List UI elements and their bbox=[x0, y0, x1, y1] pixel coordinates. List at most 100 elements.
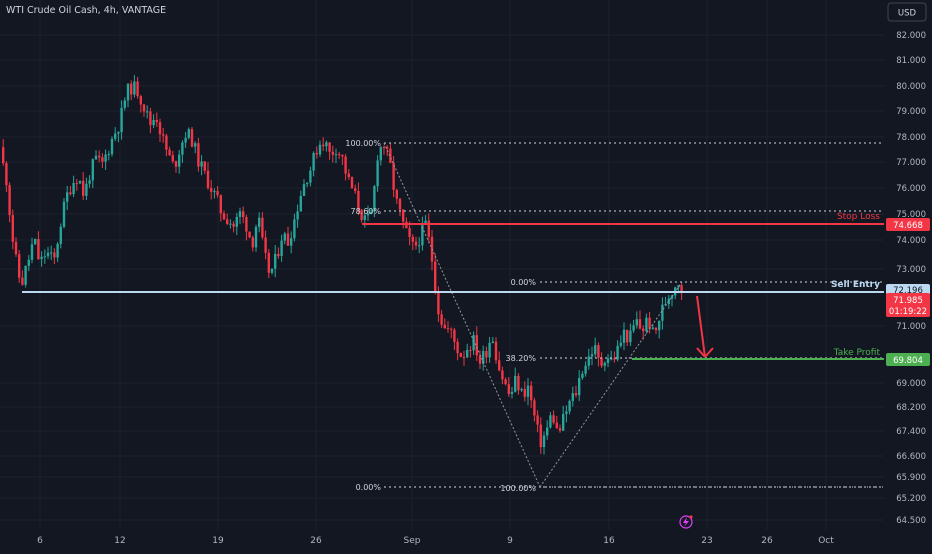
candle-body bbox=[312, 153, 315, 171]
candle-body bbox=[338, 154, 341, 156]
candle-body bbox=[363, 215, 366, 221]
y-tick-label: 80.000 bbox=[896, 82, 926, 92]
fib1-label-100: 100.00% bbox=[345, 139, 381, 148]
candle-body bbox=[328, 142, 331, 152]
candle-body bbox=[389, 148, 392, 163]
candle-body bbox=[91, 159, 94, 181]
candle-body bbox=[386, 147, 389, 149]
candle-body bbox=[398, 198, 402, 210]
x-tick-label: Oct bbox=[818, 536, 834, 546]
candle-body bbox=[510, 391, 514, 394]
candle-body bbox=[366, 213, 370, 216]
candle-body bbox=[293, 219, 296, 239]
candle-body bbox=[158, 122, 162, 135]
candle-body bbox=[392, 162, 395, 190]
candle-body bbox=[456, 341, 459, 354]
currency-button[interactable]: USD bbox=[887, 2, 927, 22]
take-profit-price: 69.804 bbox=[893, 356, 923, 366]
candle-body bbox=[235, 216, 238, 227]
y-tick-label: 66.600 bbox=[896, 452, 926, 462]
candle-body bbox=[126, 83, 130, 101]
lightning-icon[interactable] bbox=[679, 515, 693, 529]
price-axis[interactable]: 82.000 81.000 80.000 79.000 78.000 77.000 76.0… bbox=[884, 0, 932, 550]
candle-body bbox=[382, 147, 386, 149]
candle-body bbox=[347, 173, 350, 178]
candle-body bbox=[475, 335, 478, 356]
candle-body bbox=[354, 188, 357, 191]
candle-body bbox=[274, 253, 277, 269]
candle-body bbox=[251, 237, 254, 248]
y-tick-label: 75.000 bbox=[896, 210, 926, 220]
bar-countdown: 01:19:22 bbox=[889, 307, 927, 317]
candle-body bbox=[565, 411, 568, 414]
candle-body bbox=[264, 237, 267, 253]
fib1-trendline bbox=[383, 142, 541, 488]
candle-body bbox=[373, 186, 376, 212]
stop-loss-price-marker: 74.668 bbox=[886, 218, 930, 231]
vertical-gridlines bbox=[39, 0, 827, 530]
candle-body bbox=[632, 325, 635, 331]
candle-body bbox=[402, 209, 405, 222]
candle-body bbox=[651, 327, 654, 329]
candle-body bbox=[94, 155, 98, 160]
candle-body bbox=[142, 104, 146, 112]
candle-body bbox=[18, 254, 21, 278]
candle-body bbox=[421, 223, 424, 246]
candle-body bbox=[584, 365, 587, 374]
candle-body bbox=[136, 81, 139, 97]
candle-body bbox=[434, 261, 437, 293]
candle-body bbox=[184, 137, 187, 143]
sell-entry-price: 72.196 bbox=[893, 286, 923, 296]
candle-body bbox=[34, 238, 37, 245]
candle-body bbox=[302, 184, 306, 197]
candle-body bbox=[568, 400, 571, 412]
candle-body bbox=[309, 170, 312, 183]
candle-body bbox=[318, 144, 322, 155]
candle-body bbox=[187, 129, 190, 138]
candle-body bbox=[101, 157, 104, 162]
candle-body bbox=[437, 292, 440, 315]
candle-body bbox=[488, 342, 491, 358]
candle-body bbox=[82, 180, 85, 196]
y-tick-label: 64.500 bbox=[896, 516, 926, 526]
candle-body bbox=[357, 190, 360, 210]
candle-body bbox=[258, 217, 261, 227]
candle-body bbox=[661, 304, 664, 321]
candle-body bbox=[21, 277, 24, 285]
candle-body bbox=[325, 142, 328, 147]
candle-body bbox=[146, 111, 149, 113]
candle-body bbox=[491, 341, 494, 343]
candle-body bbox=[395, 189, 398, 199]
candle-body bbox=[485, 350, 488, 358]
candle-body bbox=[174, 161, 178, 167]
candle-body bbox=[226, 219, 229, 225]
projection-arrow-icon[interactable] bbox=[696, 295, 714, 358]
candle-body bbox=[360, 209, 363, 221]
candle-body bbox=[46, 252, 50, 257]
candle-body bbox=[248, 231, 251, 238]
candle-body bbox=[571, 393, 574, 401]
candle-body bbox=[622, 329, 626, 343]
x-tick-label: 26 bbox=[761, 536, 773, 546]
candle-body bbox=[446, 328, 450, 330]
candle-body bbox=[139, 96, 142, 105]
y-tick-label: 67.400 bbox=[896, 427, 926, 437]
candle-body bbox=[459, 353, 462, 358]
candle-body bbox=[341, 154, 344, 157]
candle-body bbox=[526, 385, 530, 397]
y-tick-label: 77.000 bbox=[896, 158, 926, 168]
candle-body bbox=[482, 350, 485, 364]
time-axis[interactable]: 6 12 19 26 Sep 9 16 23 26 Oct bbox=[37, 536, 834, 546]
y-tick-label: 78.000 bbox=[896, 133, 926, 143]
candle-body bbox=[59, 226, 62, 244]
candle-body bbox=[229, 223, 232, 225]
candle-body bbox=[286, 233, 290, 246]
candle-body bbox=[472, 335, 475, 351]
symbol-title: WTI Crude Oil Cash, 4h, VANTAGE bbox=[6, 5, 166, 16]
candle-body bbox=[642, 328, 645, 332]
candle-body bbox=[322, 144, 325, 147]
candle-body bbox=[590, 354, 594, 357]
